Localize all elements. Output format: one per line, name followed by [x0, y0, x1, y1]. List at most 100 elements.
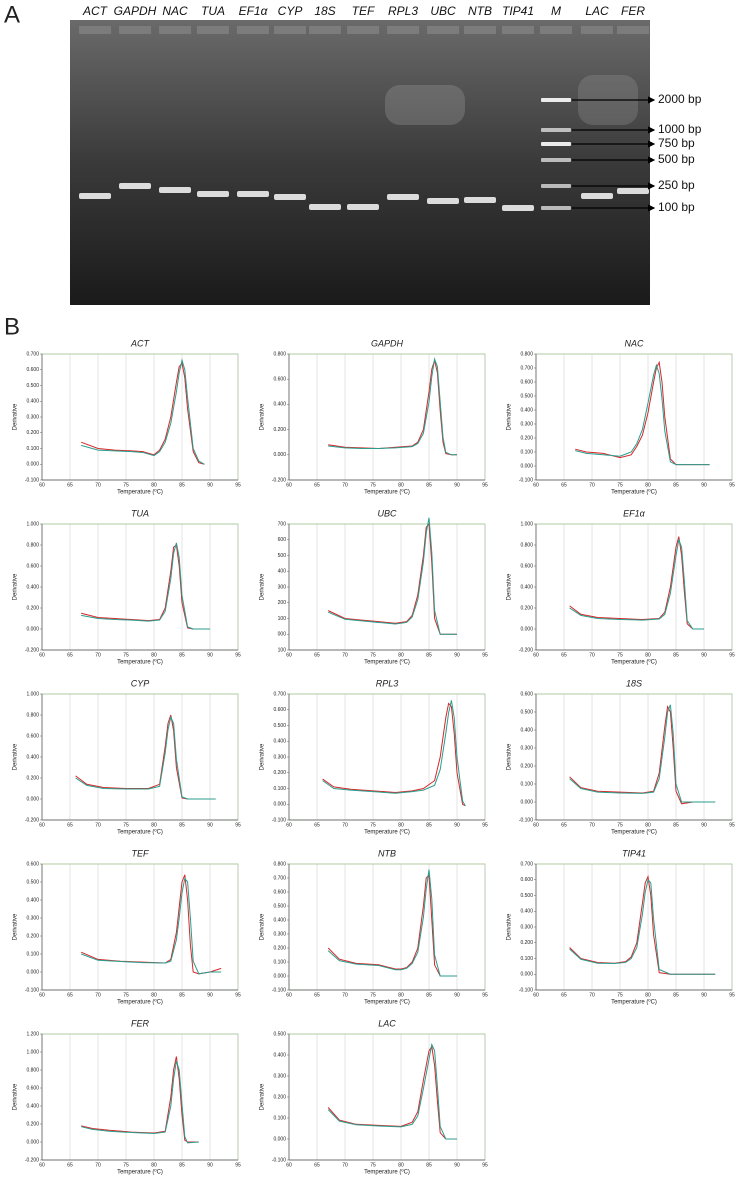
- y-tick-label: 0.100: [26, 951, 39, 957]
- x-tick-label: 60: [286, 482, 292, 488]
- plot-area: [288, 1033, 486, 1161]
- x-tick-label: 80: [151, 482, 157, 488]
- lane-label: TIP41: [502, 4, 534, 18]
- y-tick-label: 0.700: [26, 351, 39, 357]
- y-tick-label: 0.100: [520, 956, 533, 962]
- y-tick-label: 0.400: [273, 917, 286, 923]
- lane-label: NAC: [162, 4, 188, 18]
- chart-title: LAC: [378, 1018, 396, 1028]
- chart-title: NTB: [378, 848, 396, 858]
- x-tick-label: 85: [426, 652, 432, 658]
- x-tick-label: 85: [179, 1162, 185, 1168]
- x-tick-label: 80: [645, 652, 651, 658]
- x-tick-label: 80: [151, 992, 157, 998]
- y-tick-label: -0.100: [272, 817, 286, 823]
- y-tick-label: 0.600: [273, 889, 286, 895]
- melt-curve: [322, 700, 466, 807]
- x-tick-label: 75: [370, 482, 376, 488]
- x-tick-label: 60: [533, 482, 539, 488]
- y-tick-label: 0.500: [26, 383, 39, 389]
- chart-title: 18S: [626, 678, 642, 688]
- y-tick-label: 0.800: [26, 1067, 39, 1073]
- y-tick-label: 0.200: [520, 940, 533, 946]
- x-tick-label: 85: [673, 992, 679, 998]
- plot-area: [41, 523, 239, 651]
- marker-label: 250 bp: [658, 178, 695, 192]
- x-tick-label: 85: [179, 652, 185, 658]
- x-axis-label: Temperature (ºC): [611, 829, 657, 836]
- y-tick-label: 0.400: [26, 1103, 39, 1109]
- y-tick-label: 0.800: [520, 351, 533, 357]
- y-tick-label: 0.000: [520, 463, 533, 469]
- x-tick-label: 95: [729, 652, 735, 658]
- y-tick-label: 000: [278, 632, 287, 638]
- x-tick-label: 65: [314, 992, 320, 998]
- lane-label: UBC: [430, 4, 456, 18]
- y-tick-label: 0.200: [26, 1121, 39, 1127]
- x-tick-label: 75: [370, 822, 376, 828]
- y-tick-label: 0.600: [520, 691, 533, 697]
- plot-area: [288, 863, 486, 991]
- melt-curve: [81, 542, 210, 630]
- y-tick-label: 0.300: [273, 1073, 286, 1079]
- ladder-band: [541, 206, 571, 210]
- y-tick-label: 0.600: [26, 733, 39, 739]
- y-tick-label: 0.000: [26, 969, 39, 975]
- lane-label: M: [551, 4, 561, 18]
- lane-label: RPL3: [388, 4, 418, 18]
- x-tick-label: 75: [123, 482, 129, 488]
- y-tick-label: 1.200: [26, 1031, 39, 1037]
- y-tick-label: 0.300: [26, 915, 39, 921]
- x-tick-label: 60: [533, 992, 539, 998]
- plot-area: [41, 353, 239, 481]
- y-tick-label: 1.000: [26, 691, 39, 697]
- x-tick-label: 75: [123, 652, 129, 658]
- y-tick-label: -0.100: [272, 1157, 286, 1163]
- plot-area: [41, 693, 239, 821]
- panel-label: A: [4, 1, 20, 28]
- y-tick-label: 700: [278, 521, 287, 527]
- marker-label: 1000 bp: [658, 122, 702, 136]
- x-tick-label: 65: [67, 482, 73, 488]
- x-axis-label: Temperature (ºC): [117, 1169, 163, 1176]
- y-axis-label: Derivative: [260, 573, 266, 600]
- y-axis-label: Derivative: [260, 403, 266, 430]
- y-tick-label: 0.000: [520, 972, 533, 978]
- y-tick-label: 0.100: [273, 1115, 286, 1121]
- y-axis-label: Derivative: [13, 743, 19, 770]
- band: [197, 191, 229, 197]
- y-tick-label: -0.100: [519, 477, 533, 483]
- melt-curve: [327, 522, 457, 635]
- band: [237, 191, 269, 197]
- x-tick-label: 90: [454, 1162, 460, 1168]
- lane-label: TEF: [352, 4, 375, 18]
- x-tick-label: 80: [645, 822, 651, 828]
- y-tick-label: 0.200: [520, 605, 533, 611]
- chart-title: ACT: [130, 338, 151, 348]
- smear: [385, 85, 465, 125]
- x-tick-label: 90: [701, 822, 707, 828]
- y-tick-label: -0.200: [25, 817, 39, 823]
- x-tick-label: 70: [95, 1162, 101, 1168]
- y-tick-label: 0.600: [520, 877, 533, 883]
- y-tick-label: 0.500: [520, 709, 533, 715]
- x-tick-label: 85: [673, 482, 679, 488]
- x-tick-label: 80: [398, 1162, 404, 1168]
- x-tick-label: 60: [286, 822, 292, 828]
- x-tick-label: 90: [701, 992, 707, 998]
- y-tick-label: 0.700: [520, 861, 533, 867]
- y-tick-label: 500: [278, 553, 287, 559]
- y-tick-label: 0.100: [520, 781, 533, 787]
- x-tick-label: 80: [151, 652, 157, 658]
- y-tick-label: 0.300: [520, 421, 533, 427]
- x-tick-label: 60: [533, 652, 539, 658]
- x-tick-label: 95: [729, 822, 735, 828]
- x-tick-label: 80: [151, 1162, 157, 1168]
- y-tick-label: 0.400: [520, 727, 533, 733]
- well: [617, 26, 649, 34]
- lane-label: EF1α: [239, 4, 269, 18]
- y-tick-label: 100: [278, 647, 287, 653]
- y-tick-label: 0.600: [273, 377, 286, 383]
- x-axis-label: Temperature (ºC): [611, 999, 657, 1006]
